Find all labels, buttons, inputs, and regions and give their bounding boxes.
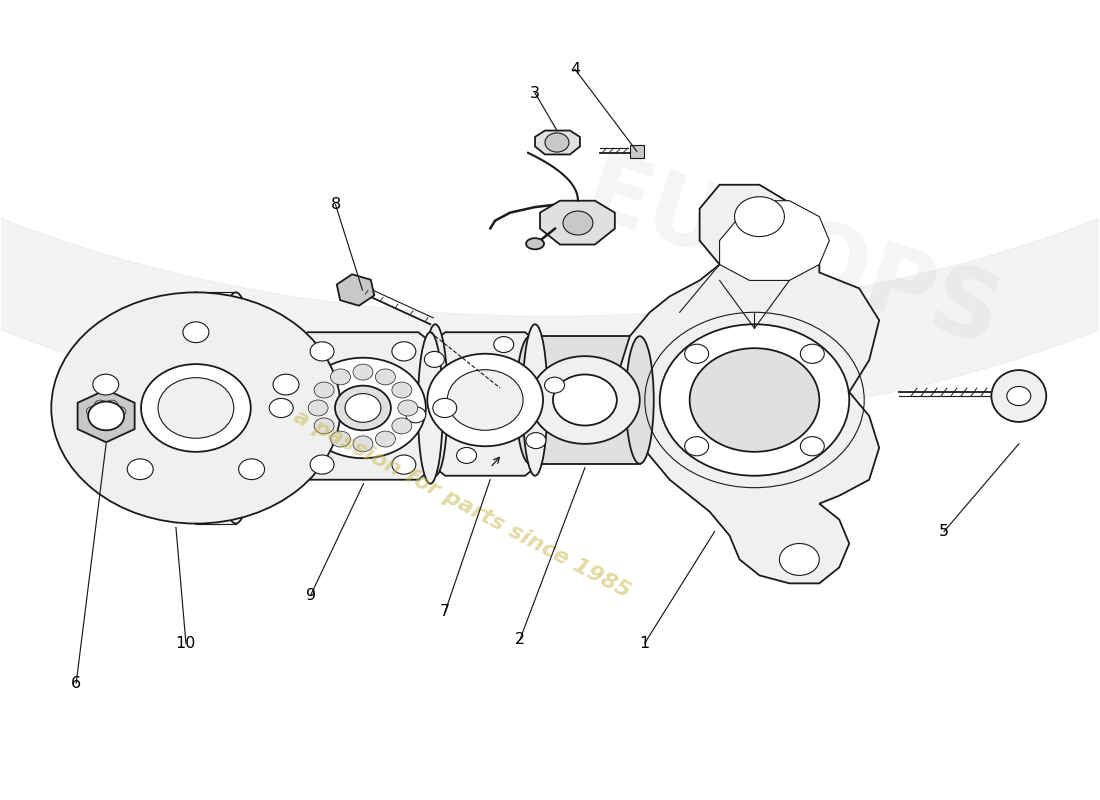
Ellipse shape <box>626 336 653 464</box>
Circle shape <box>310 342 334 361</box>
Text: 9: 9 <box>306 588 316 603</box>
Circle shape <box>392 382 411 398</box>
Polygon shape <box>196 292 235 523</box>
Circle shape <box>52 292 341 523</box>
Polygon shape <box>630 145 644 158</box>
Circle shape <box>273 374 299 395</box>
Ellipse shape <box>526 238 544 250</box>
Circle shape <box>406 407 426 423</box>
Circle shape <box>88 402 124 430</box>
Circle shape <box>183 322 209 342</box>
Circle shape <box>494 337 514 353</box>
Circle shape <box>392 418 411 434</box>
Ellipse shape <box>422 324 448 476</box>
Circle shape <box>345 394 381 422</box>
Circle shape <box>780 543 820 575</box>
Text: 1: 1 <box>639 636 650 650</box>
Circle shape <box>398 400 418 416</box>
Circle shape <box>801 344 824 363</box>
Circle shape <box>270 398 294 418</box>
Circle shape <box>95 400 107 410</box>
Ellipse shape <box>522 324 548 476</box>
Circle shape <box>563 211 593 235</box>
Circle shape <box>660 324 849 476</box>
Text: 8: 8 <box>330 197 341 212</box>
Circle shape <box>448 370 524 430</box>
Circle shape <box>336 386 390 430</box>
Circle shape <box>114 406 125 416</box>
Circle shape <box>544 133 569 152</box>
Circle shape <box>158 378 234 438</box>
Polygon shape <box>436 332 535 476</box>
Text: EUROPS: EUROPS <box>572 146 1011 367</box>
Text: 2: 2 <box>515 632 525 646</box>
Circle shape <box>315 382 334 398</box>
Polygon shape <box>78 390 134 442</box>
Circle shape <box>331 369 351 385</box>
Circle shape <box>432 398 456 418</box>
Circle shape <box>690 348 820 452</box>
Circle shape <box>141 364 251 452</box>
Polygon shape <box>540 201 615 245</box>
Circle shape <box>128 459 153 480</box>
Circle shape <box>427 354 543 446</box>
Circle shape <box>684 344 708 363</box>
Text: 10: 10 <box>176 636 196 650</box>
Circle shape <box>239 459 265 480</box>
Circle shape <box>308 400 328 416</box>
Ellipse shape <box>176 292 216 523</box>
Text: 5: 5 <box>939 524 949 539</box>
Circle shape <box>684 437 708 456</box>
Circle shape <box>300 358 426 458</box>
Circle shape <box>553 374 617 426</box>
Ellipse shape <box>283 332 308 484</box>
Circle shape <box>1006 386 1031 406</box>
Polygon shape <box>619 185 879 583</box>
Circle shape <box>331 431 351 447</box>
Text: 7: 7 <box>440 604 450 618</box>
Ellipse shape <box>991 370 1046 422</box>
Circle shape <box>526 433 546 449</box>
Circle shape <box>375 431 395 447</box>
Circle shape <box>375 369 395 385</box>
Circle shape <box>315 418 334 434</box>
Circle shape <box>530 356 640 444</box>
Circle shape <box>92 374 119 395</box>
Circle shape <box>353 436 373 452</box>
Text: a passion for parts since 1985: a passion for parts since 1985 <box>290 406 634 602</box>
Polygon shape <box>296 332 430 480</box>
Polygon shape <box>535 130 580 154</box>
Ellipse shape <box>418 332 443 484</box>
Circle shape <box>106 400 118 410</box>
Circle shape <box>86 406 98 416</box>
Polygon shape <box>719 201 829 281</box>
Circle shape <box>544 377 564 393</box>
Text: 6: 6 <box>72 675 81 690</box>
Text: 4: 4 <box>570 62 580 77</box>
Circle shape <box>801 437 824 456</box>
Ellipse shape <box>216 292 255 523</box>
Polygon shape <box>337 274 374 306</box>
Circle shape <box>392 342 416 361</box>
Circle shape <box>310 455 334 474</box>
Circle shape <box>735 197 784 237</box>
Polygon shape <box>530 336 640 464</box>
Circle shape <box>456 447 476 463</box>
Circle shape <box>392 455 416 474</box>
Text: 3: 3 <box>530 86 540 101</box>
Ellipse shape <box>516 336 544 464</box>
Circle shape <box>425 351 444 367</box>
Circle shape <box>353 364 373 380</box>
